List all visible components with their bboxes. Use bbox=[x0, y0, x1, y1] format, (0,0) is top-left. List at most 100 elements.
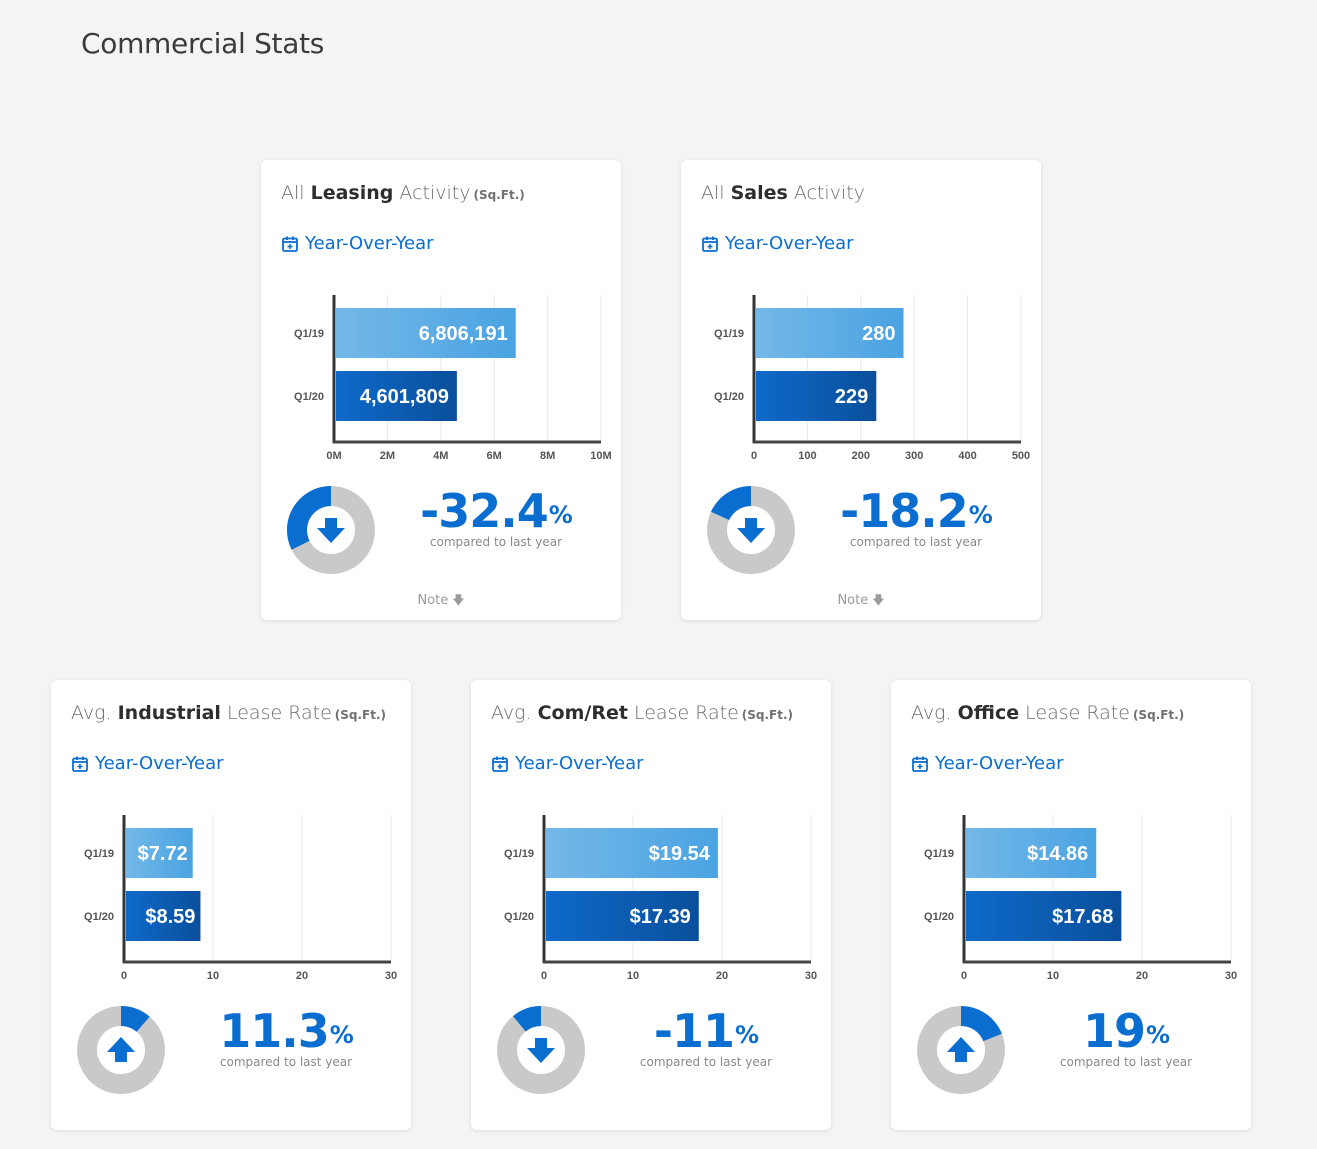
x-tick-label: 200 bbox=[852, 450, 870, 462]
title-prefix: Avg. bbox=[491, 702, 538, 724]
calendar-icon bbox=[912, 756, 928, 772]
calendar-icon bbox=[72, 756, 88, 772]
donut-segment bbox=[512, 1006, 541, 1032]
arrow-down-icon bbox=[737, 518, 765, 543]
category-label: Q1/20 bbox=[924, 911, 954, 923]
percent-symbol: % bbox=[968, 501, 993, 529]
bar-chart: 0 10 20 30 Q1/19 $19.54 Q1/20 $17.39 bbox=[504, 815, 817, 982]
card-title: Avg. Industrial Lease Rate (Sq.Ft.) bbox=[71, 702, 386, 724]
bar bbox=[126, 828, 193, 878]
page-title: Commercial Stats bbox=[81, 27, 325, 60]
change-percent: -18.2% bbox=[831, 483, 1001, 539]
x-tick-label: 400 bbox=[958, 450, 976, 462]
title-suffix: Activity bbox=[393, 182, 471, 204]
title-suffix: Lease Rate bbox=[220, 702, 332, 724]
category-label: Q1/20 bbox=[504, 911, 534, 923]
change-donut bbox=[287, 486, 375, 574]
bar bbox=[966, 891, 1122, 941]
change-value: -32.4 bbox=[420, 484, 549, 538]
category-label: Q1/20 bbox=[714, 391, 744, 403]
x-tick-label: 20 bbox=[716, 970, 728, 982]
bar-value-label: 229 bbox=[835, 386, 868, 408]
bar-chart: 0 10 20 30 Q1/19 $7.72 Q1/20 $8.59 bbox=[84, 815, 397, 982]
x-tick-label: 300 bbox=[905, 450, 923, 462]
change-block: -18.2% compared to last year bbox=[831, 483, 1001, 549]
card-title: Avg. Com/Ret Lease Rate (Sq.Ft.) bbox=[491, 702, 793, 724]
year-over-year-link[interactable]: Year-Over-Year bbox=[911, 753, 1064, 774]
bar bbox=[546, 828, 718, 878]
change-value: -11 bbox=[653, 1004, 735, 1058]
x-tick-label: 4M bbox=[433, 450, 448, 462]
title-unit: (Sq.Ft.) bbox=[741, 708, 794, 722]
x-tick-label: 6M bbox=[487, 450, 502, 462]
title-unit: (Sq.Ft.) bbox=[334, 708, 387, 722]
calendar-icon bbox=[492, 756, 508, 772]
donut-segment bbox=[287, 486, 331, 550]
note-toggle[interactable]: Note 🡇 bbox=[261, 591, 621, 612]
category-label: Q1/20 bbox=[294, 391, 324, 403]
change-percent: -11% bbox=[621, 1003, 791, 1059]
x-tick-label: 0 bbox=[751, 450, 757, 462]
year-over-year-link[interactable]: Year-Over-Year bbox=[491, 753, 644, 774]
category-label: Q1/19 bbox=[714, 328, 744, 340]
change-value: 19 bbox=[1082, 1004, 1146, 1058]
year-over-year-link[interactable]: Year-Over-Year bbox=[281, 233, 434, 254]
note-label: Note bbox=[417, 593, 449, 608]
title-emphasis: Com/Ret bbox=[537, 702, 628, 724]
title-prefix: Avg. bbox=[71, 702, 118, 724]
card-title: All Leasing Activity (Sq.Ft.) bbox=[281, 182, 525, 204]
year-over-year-label: Year-Over-Year bbox=[935, 753, 1064, 774]
donut-segment bbox=[961, 1006, 1002, 1042]
title-unit: (Sq.Ft.) bbox=[1132, 708, 1185, 722]
x-tick-label: 20 bbox=[296, 970, 308, 982]
category-label: Q1/19 bbox=[294, 328, 324, 340]
note-label: Note bbox=[837, 593, 869, 608]
year-over-year-link[interactable]: Year-Over-Year bbox=[701, 233, 854, 254]
percent-symbol: % bbox=[329, 1021, 354, 1049]
x-tick-label: 500 bbox=[1012, 450, 1030, 462]
bar bbox=[546, 891, 699, 941]
bar-chart: 0M 2M 4M 6M 8M 10M Q1/19 6,806,191 Q1/20 4,601,80… bbox=[294, 295, 612, 462]
x-tick-label: 0 bbox=[961, 970, 967, 982]
title-prefix: All bbox=[281, 182, 311, 204]
arrow-up-icon bbox=[107, 1037, 135, 1062]
bar-value-label: $14.86 bbox=[1027, 843, 1088, 865]
calendar-icon bbox=[702, 236, 718, 252]
change-block: 11.3% compared to last year bbox=[201, 1003, 371, 1069]
arrow-down-icon: 🡇 bbox=[452, 593, 465, 607]
card-office-lease-rate: Avg. Office Lease Rate (Sq.Ft.) Year-Over… bbox=[891, 680, 1251, 1130]
x-tick-label: 30 bbox=[385, 970, 397, 982]
bar-value-label: $17.68 bbox=[1052, 906, 1113, 928]
arrow-up-icon bbox=[947, 1037, 975, 1062]
percent-symbol: % bbox=[548, 501, 573, 529]
x-tick-label: 2M bbox=[380, 450, 395, 462]
change-donut bbox=[917, 1006, 1005, 1094]
note-toggle[interactable]: Note 🡇 bbox=[681, 591, 1041, 612]
bar bbox=[756, 371, 877, 421]
title-unit: (Sq.Ft.) bbox=[473, 188, 525, 202]
bar bbox=[126, 891, 201, 941]
title-prefix: All bbox=[701, 182, 731, 204]
change-block: 19% compared to last year bbox=[1041, 1003, 1211, 1069]
bar-chart: 0 100 200 300 400 500 Q1/19 280 Q1/20 229 bbox=[714, 295, 1030, 462]
change-percent: 19% bbox=[1041, 1003, 1211, 1059]
title-suffix: Lease Rate bbox=[1019, 702, 1130, 724]
change-caption: compared to last year bbox=[219, 1055, 353, 1069]
bar bbox=[336, 371, 457, 421]
change-block: -11% compared to last year bbox=[621, 1003, 791, 1069]
percent-symbol: % bbox=[735, 1021, 759, 1049]
title-emphasis: Industrial bbox=[117, 702, 221, 724]
change-donut bbox=[77, 1006, 165, 1094]
card-title: All Sales Activity bbox=[701, 182, 865, 204]
bar-value-label: 6,806,191 bbox=[419, 323, 508, 345]
bar-value-label: $7.72 bbox=[138, 843, 188, 865]
bar bbox=[336, 308, 516, 358]
change-block: -32.4% compared to last year bbox=[411, 483, 581, 549]
card-leasing-activity: All Leasing Activity (Sq.Ft.) Year-Over-Y… bbox=[261, 160, 621, 620]
bar bbox=[756, 308, 904, 358]
x-tick-label: 100 bbox=[798, 450, 816, 462]
x-tick-label: 30 bbox=[1225, 970, 1237, 982]
x-tick-label: 20 bbox=[1136, 970, 1148, 982]
year-over-year-link[interactable]: Year-Over-Year bbox=[71, 753, 224, 774]
year-over-year-label: Year-Over-Year bbox=[725, 233, 854, 254]
